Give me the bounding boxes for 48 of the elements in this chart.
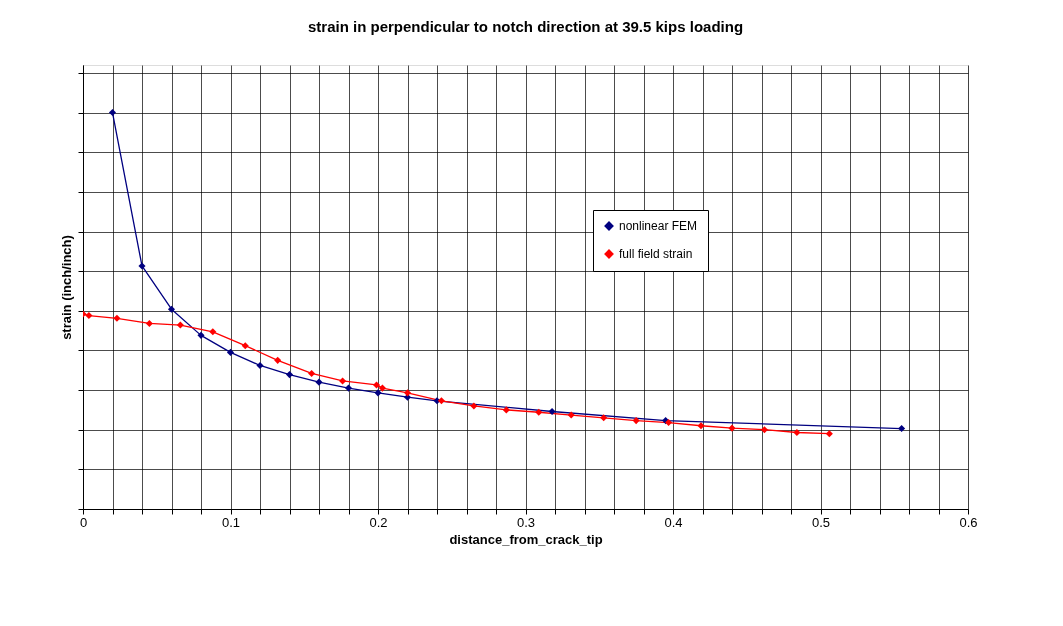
point <box>308 369 316 377</box>
point <box>403 389 412 397</box>
legend-label: full field strain <box>619 247 693 261</box>
point <box>197 331 205 339</box>
point <box>138 262 146 270</box>
point <box>502 406 510 414</box>
point <box>167 305 176 313</box>
point <box>600 414 608 422</box>
point <box>85 312 93 320</box>
y-axis-title: strain (inch/inch) <box>59 235 74 340</box>
point <box>339 377 347 385</box>
point <box>285 371 294 379</box>
x-axis-title: distance_from_crack_tip <box>449 531 603 547</box>
point <box>176 321 184 329</box>
x-tick-label: 0.2 <box>369 514 388 530</box>
x-tick-label: 0.6 <box>959 514 978 530</box>
point <box>728 424 736 432</box>
point <box>567 411 575 419</box>
x-tick-label: 0.4 <box>664 514 683 530</box>
point <box>793 428 801 437</box>
point <box>535 408 543 416</box>
x-tick-label: 0.5 <box>811 514 831 530</box>
x-tick-label: 0.3 <box>516 514 536 530</box>
point <box>898 424 906 433</box>
point <box>372 381 381 389</box>
point <box>226 348 235 356</box>
point <box>374 389 382 397</box>
point <box>632 417 640 425</box>
point <box>470 402 478 410</box>
legend-label: nonlinear FEM <box>619 219 698 233</box>
point <box>344 384 353 392</box>
point <box>378 384 386 392</box>
x-tick-label: 0 <box>79 514 88 530</box>
point <box>241 342 249 350</box>
point <box>108 109 117 117</box>
point <box>825 430 833 438</box>
chart-title: strain in perpendicular to notch direction at 39.5 kips loading <box>307 18 744 35</box>
point <box>315 378 323 386</box>
point <box>209 328 217 336</box>
point <box>145 319 153 328</box>
point <box>697 422 705 430</box>
point <box>274 356 282 364</box>
point <box>760 426 768 434</box>
point <box>113 314 121 322</box>
point <box>437 397 445 405</box>
x-tick-label: 0.1 <box>221 514 241 530</box>
point <box>256 361 264 370</box>
point <box>548 407 556 416</box>
